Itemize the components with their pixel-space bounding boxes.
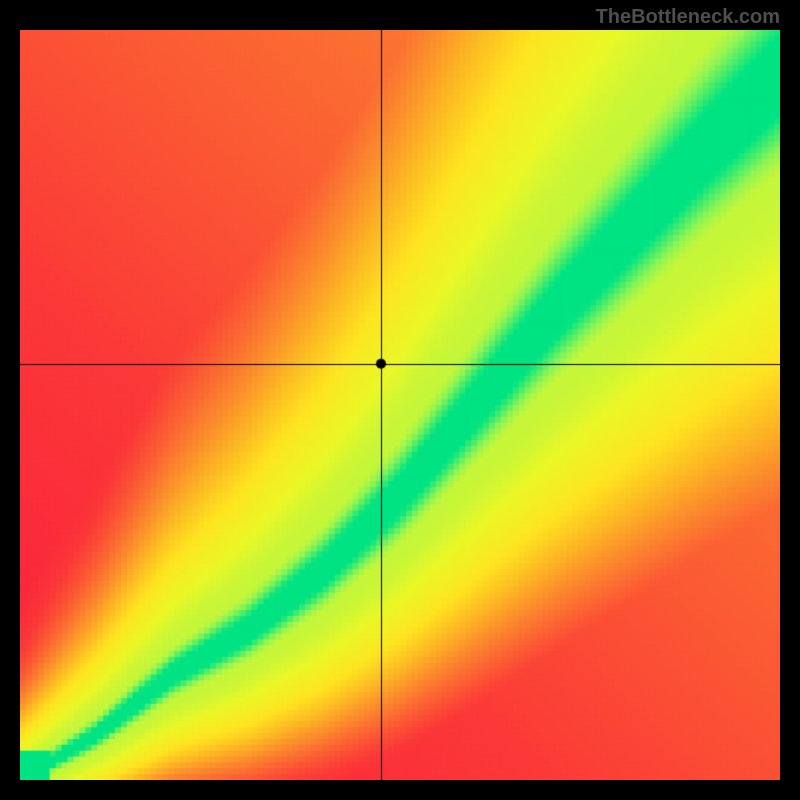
chart-container: TheBottleneck.com bbox=[0, 0, 800, 800]
heatmap-canvas bbox=[20, 30, 780, 780]
watermark-text: TheBottleneck.com bbox=[596, 6, 780, 29]
plot-area bbox=[20, 30, 780, 780]
